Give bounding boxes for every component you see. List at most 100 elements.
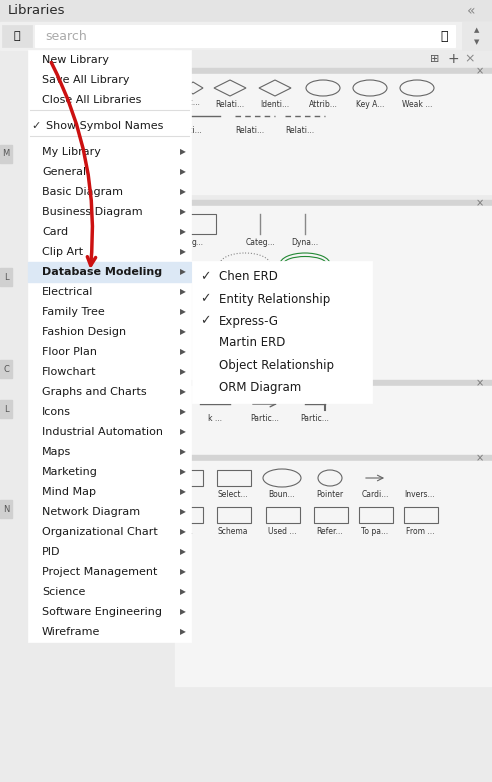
Text: ▶: ▶ xyxy=(180,148,186,156)
Text: ▶: ▶ xyxy=(180,508,186,516)
Text: Wireframe: Wireframe xyxy=(42,627,100,637)
Text: ▶: ▶ xyxy=(180,428,186,436)
Text: Schema: Schema xyxy=(218,527,248,536)
Text: Relati...: Relati... xyxy=(285,126,314,135)
Bar xyxy=(314,507,348,523)
Text: Chen ERD: Chen ERD xyxy=(219,271,278,284)
Bar xyxy=(0,145,12,163)
Bar xyxy=(28,50,191,642)
Text: g...: g... xyxy=(192,238,204,247)
Text: Clip Art: Clip Art xyxy=(42,247,83,257)
Text: Industrial Automation: Industrial Automation xyxy=(42,427,163,437)
Text: Pointer: Pointer xyxy=(316,490,343,499)
Text: Used ...: Used ... xyxy=(268,527,296,536)
Bar xyxy=(2,25,32,47)
Text: Martin ERD: Martin ERD xyxy=(219,336,285,350)
Bar xyxy=(175,50,492,68)
Bar xyxy=(175,206,492,381)
Text: ▶: ▶ xyxy=(180,267,186,277)
Text: ✓: ✓ xyxy=(200,314,210,328)
Text: Flowchart: Flowchart xyxy=(42,367,96,377)
Text: C: C xyxy=(3,364,9,374)
Text: Refer...: Refer... xyxy=(317,527,343,536)
Text: Basic Diagram: Basic Diagram xyxy=(42,187,123,197)
Text: Weak ...: Weak ... xyxy=(402,100,432,109)
Text: ▶: ▶ xyxy=(180,247,186,256)
Text: Science: Science xyxy=(42,587,86,597)
Text: Express-G: Express-G xyxy=(219,314,279,328)
Text: Organizational Chart: Organizational Chart xyxy=(42,527,158,537)
Text: Database Modeling: Database Modeling xyxy=(42,267,162,277)
Text: To pa...: To pa... xyxy=(362,527,389,536)
Text: ▶: ▶ xyxy=(180,568,186,576)
Text: ▶: ▶ xyxy=(180,167,186,177)
Text: Identi...: Identi... xyxy=(260,100,290,109)
Bar xyxy=(217,507,251,523)
Text: General: General xyxy=(42,167,86,177)
Text: Electrical: Electrical xyxy=(42,287,93,297)
Bar xyxy=(193,262,371,402)
Bar xyxy=(175,455,492,461)
Text: iti...: iti... xyxy=(187,126,202,135)
Bar xyxy=(359,507,393,523)
Bar xyxy=(217,470,251,486)
Text: 🔍: 🔍 xyxy=(440,30,448,42)
Text: ▶: ▶ xyxy=(180,407,186,417)
Text: ▶: ▶ xyxy=(180,328,186,336)
Text: ▶: ▶ xyxy=(180,587,186,597)
Text: ▶: ▶ xyxy=(180,468,186,476)
Bar xyxy=(266,507,300,523)
Bar xyxy=(175,74,492,194)
Text: ▶: ▶ xyxy=(180,608,186,616)
Bar xyxy=(462,22,492,50)
Text: Icons: Icons xyxy=(42,407,71,417)
Text: Boun...: Boun... xyxy=(269,490,295,499)
Text: Deriv...: Deriv... xyxy=(232,278,258,287)
Bar xyxy=(175,68,492,74)
Text: L: L xyxy=(3,272,8,282)
Text: ✓: ✓ xyxy=(200,292,210,306)
Text: PID: PID xyxy=(42,547,61,557)
Text: Mind Map: Mind Map xyxy=(42,487,96,497)
Bar xyxy=(180,214,216,234)
Text: ×: × xyxy=(476,66,484,76)
Text: ▶: ▶ xyxy=(180,487,186,497)
Text: Project Management: Project Management xyxy=(42,567,157,577)
Text: Card: Card xyxy=(42,227,68,237)
Text: ▶: ▶ xyxy=(180,528,186,536)
Bar xyxy=(175,386,492,458)
Text: Attrib...: Attrib... xyxy=(308,100,338,109)
Text: ▲: ▲ xyxy=(474,27,480,33)
Text: Dyna...: Dyna... xyxy=(291,238,318,247)
Text: k ...: k ... xyxy=(208,414,222,423)
Text: New Library: New Library xyxy=(42,55,109,65)
Text: Family Tree: Family Tree xyxy=(42,307,105,317)
Text: Maps: Maps xyxy=(42,447,71,457)
Text: ▶: ▶ xyxy=(180,627,186,637)
Text: Fashion Design: Fashion Design xyxy=(42,327,126,337)
Text: Show Symbol Names: Show Symbol Names xyxy=(46,121,163,131)
Text: Floor Plan: Floor Plan xyxy=(42,347,97,357)
Bar xyxy=(28,262,191,282)
Text: n...: n... xyxy=(179,490,191,499)
Text: Invers...: Invers... xyxy=(405,490,435,499)
Text: L: L xyxy=(3,404,8,414)
Text: ×: × xyxy=(465,52,475,66)
Bar xyxy=(169,470,203,486)
Text: ▶: ▶ xyxy=(180,188,186,196)
Bar xyxy=(169,507,203,523)
Bar xyxy=(404,507,438,523)
Text: ⊞: ⊞ xyxy=(430,54,440,64)
Text: Object Relationship: Object Relationship xyxy=(219,358,334,371)
Bar xyxy=(0,268,12,286)
Text: Relati...: Relati... xyxy=(215,100,245,109)
Text: +: + xyxy=(447,52,459,66)
Text: Partic...: Partic... xyxy=(250,414,279,423)
Bar xyxy=(35,25,455,47)
Text: ▶: ▶ xyxy=(180,228,186,236)
Text: Entity Relationship: Entity Relationship xyxy=(219,292,330,306)
Text: From ...: From ... xyxy=(406,527,434,536)
Text: Save All Library: Save All Library xyxy=(42,75,129,85)
Bar xyxy=(0,0,492,22)
Text: ▼: ▼ xyxy=(474,39,480,45)
